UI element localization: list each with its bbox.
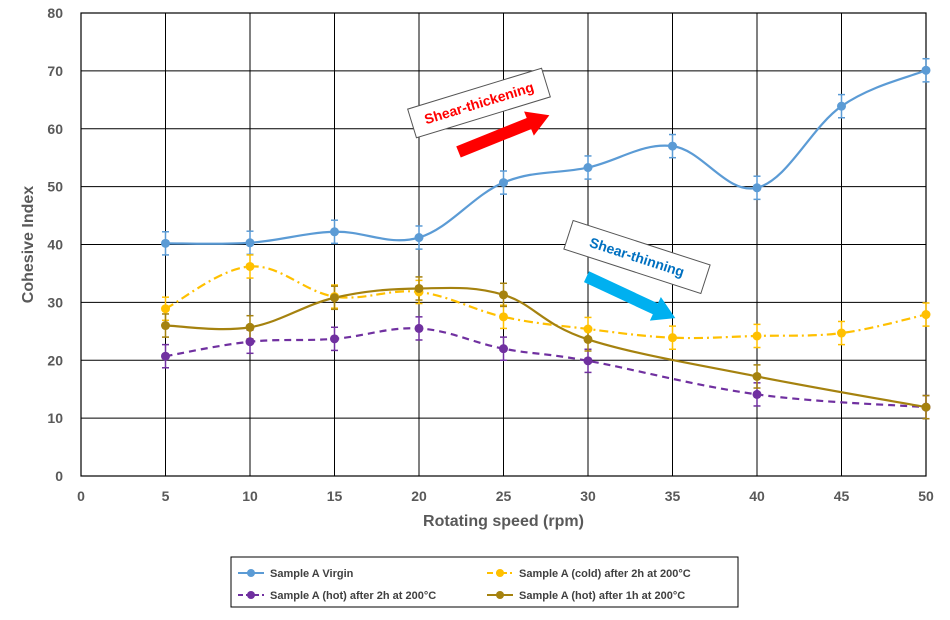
x-tick-label: 0 <box>77 488 85 504</box>
y-tick-label: 40 <box>47 237 63 253</box>
data-point <box>837 101 846 111</box>
y-tick-label: 70 <box>47 63 63 79</box>
data-point <box>245 261 255 271</box>
y-tick-label: 30 <box>47 294 63 310</box>
x-tick-label: 5 <box>162 488 170 504</box>
data-point <box>245 238 255 248</box>
x-tick-label: 25 <box>496 488 512 504</box>
x-axis-title: Rotating speed (rpm) <box>423 513 584 530</box>
x-tick-label: 45 <box>834 488 850 504</box>
data-point <box>583 163 593 173</box>
legend-marker <box>247 569 255 577</box>
data-point <box>921 402 931 412</box>
series-line <box>165 265 927 340</box>
legend-label: Sample A Virgin <box>270 568 354 580</box>
data-point <box>752 371 762 381</box>
y-tick-label: 60 <box>47 121 63 137</box>
data-point <box>330 293 339 303</box>
data-point <box>752 331 762 341</box>
y-tick-label: 80 <box>47 5 63 21</box>
x-axis-ticks: 0 5 10 15 20 25 30 35 40 45 50 <box>77 488 934 504</box>
data-point <box>161 304 170 314</box>
x-tick-label: 20 <box>411 488 427 504</box>
legend-label: Sample A (cold) after 2h at 200°C <box>519 568 691 580</box>
data-point <box>583 356 593 366</box>
x-tick-label: 35 <box>665 488 681 504</box>
plot-area <box>80 12 927 477</box>
data-point <box>837 328 846 338</box>
annotation-shear-thickening: Shear-thickening <box>407 67 551 158</box>
data-point <box>161 238 170 248</box>
legend-item: Sample A Virgin <box>238 568 354 580</box>
data-point <box>499 178 508 188</box>
data-point <box>414 323 424 333</box>
data-points <box>161 65 931 412</box>
data-point <box>752 183 762 193</box>
arrow-right-icon <box>456 111 550 158</box>
series-line <box>165 69 927 245</box>
x-tick-label: 40 <box>749 488 765 504</box>
data-point <box>752 389 762 399</box>
y-tick-label: 50 <box>47 179 63 195</box>
y-axis-title: Cohesive Index <box>20 186 37 303</box>
legend-label: Sample A (hot) after 2h at 200°C <box>270 590 436 602</box>
series-line <box>165 286 927 409</box>
data-point <box>921 65 931 75</box>
data-point <box>583 334 593 344</box>
data-point <box>245 337 255 347</box>
y-tick-label: 20 <box>47 352 63 368</box>
legend: Sample A Virgin Sample A (cold) after 2h … <box>230 556 739 608</box>
x-tick-label: 10 <box>242 488 258 504</box>
x-tick-label: 50 <box>918 488 934 504</box>
legend-item: Sample A (cold) after 2h at 200°C <box>487 568 691 580</box>
data-point <box>499 290 508 300</box>
data-point <box>414 283 424 293</box>
data-point <box>921 310 931 320</box>
x-tick-label: 15 <box>327 488 343 504</box>
legend-marker <box>247 591 255 599</box>
annotation-shear-thinning: Shear-thinning <box>563 219 711 321</box>
data-point <box>499 344 508 354</box>
x-tick-label: 30 <box>580 488 596 504</box>
legend-label: Sample A (hot) after 1h at 200°C <box>519 590 685 602</box>
data-point <box>161 351 170 361</box>
data-point <box>583 324 593 334</box>
data-point <box>668 333 677 343</box>
data-point <box>330 334 339 344</box>
legend-marker <box>496 591 504 599</box>
series-line <box>165 327 927 409</box>
y-tick-label: 0 <box>55 468 63 484</box>
data-point <box>161 321 170 331</box>
data-point <box>245 322 255 332</box>
series-lines <box>165 69 927 409</box>
y-axis-ticks: 0 10 20 30 40 50 60 70 80 <box>47 5 63 484</box>
y-tick-label: 10 <box>47 410 63 426</box>
arrow-right-icon <box>583 271 676 321</box>
data-point <box>330 227 339 237</box>
data-point <box>668 141 677 151</box>
legend-item: Sample A (hot) after 1h at 200°C <box>487 590 685 602</box>
legend-item: Sample A (hot) after 2h at 200°C <box>238 590 436 602</box>
legend-marker <box>496 569 504 577</box>
error-bars <box>162 57 930 420</box>
data-point <box>414 233 424 243</box>
data-point <box>499 312 508 322</box>
